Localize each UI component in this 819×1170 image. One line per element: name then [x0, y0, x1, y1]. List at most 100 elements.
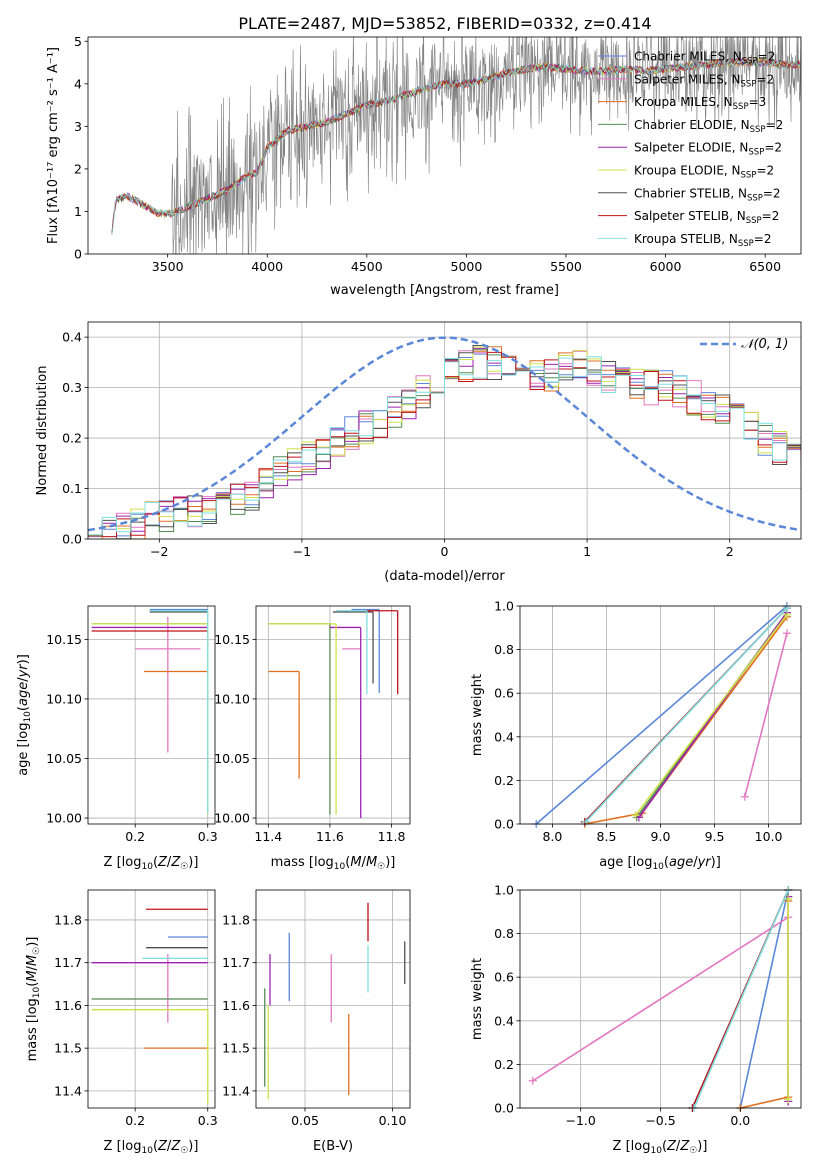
y-tick-label: 11.4 [54, 1083, 82, 1098]
weight-line [535, 605, 788, 825]
legend-label: Chabrier MILES, NSSP=2 [634, 50, 775, 67]
x-tick-label: 11.6 [316, 829, 344, 844]
y-tick-label: 0.6 [494, 686, 514, 701]
legend-label: Salpeter ELODIE, NSSP=2 [634, 141, 782, 158]
plot-frame [255, 889, 411, 1109]
frame-mass-vs-Z: 0.2 0.3 11.4 11.5 11.6 11.7 11.8 [54, 889, 218, 1128]
x-tick-label: 6500 [749, 259, 781, 274]
weight-point-marker [782, 629, 791, 638]
x-axis-label: mass [log10(M/M☉)] [271, 855, 396, 872]
x-tick-label: 1 [583, 544, 591, 559]
frame-age-vs-mass: 11.4 11.6 11.8 10.00 10.05 10.10 10.15 [214, 605, 411, 844]
y-axis-label: Normed distribution [35, 366, 50, 496]
y-tick-label: 11.7 [54, 955, 82, 970]
legend-label: Chabrier STELIB, NSSP=2 [634, 186, 781, 203]
frame-weight-vs-Z: −1.0 −0.5 0.0 0.0 0.2 0.4 0.6 0.8 1.0 [494, 883, 802, 1128]
y-tick-label: 11.5 [222, 1041, 250, 1056]
weight-point-marker [784, 894, 793, 903]
y-axis-label: mass weight [470, 958, 485, 1040]
y-tick-label: 0.3 [62, 380, 82, 395]
x-axis-label: Z [log10(Z/Z☉)] [104, 1139, 199, 1156]
errorbar-series [268, 608, 399, 819]
histogram-step [88, 356, 801, 536]
x-axis-label: (data-model)/error [384, 569, 505, 584]
weight-line [634, 614, 788, 816]
weight-line [744, 633, 788, 797]
y-tick-label: 4 [74, 76, 82, 91]
y-tick-label: 10.00 [214, 811, 250, 826]
y-tick-label: 11.4 [222, 1083, 250, 1098]
x-axis-label: Z [log10(Z/Z☉)] [104, 855, 199, 872]
y-tick-label: 11.6 [222, 998, 250, 1013]
weight-point-marker [782, 604, 791, 613]
x-axis-label: E(B-V) [313, 1139, 353, 1154]
y-tick-label: 10.15 [214, 632, 250, 647]
x-tick-label: 8.5 [597, 829, 617, 844]
y-tick-label: 0 [74, 247, 82, 262]
y-tick-label: 0.4 [494, 729, 514, 744]
y-tick-label: 0.6 [494, 970, 514, 985]
y-tick-label: 10.05 [214, 751, 250, 766]
legend-label: Salpeter STELIB, NSSP=2 [634, 209, 779, 226]
errorbar-series [91, 908, 209, 1104]
legend-label: Salpeter MILES, NSSP=2 [634, 72, 774, 89]
plot-frame [87, 36, 802, 255]
x-tick-label: 10.0 [755, 829, 783, 844]
x-tick-label: 0.3 [198, 829, 218, 844]
legend-label: Kroupa MILES, NSSP=3 [634, 95, 766, 112]
x-tick-label: 0 [441, 544, 449, 559]
x-axis-label: wavelength [Angstrom, rest frame] [330, 283, 559, 298]
plot-frame [255, 605, 411, 825]
x-tick-label: 5000 [451, 259, 483, 274]
y-axis-label: mass weight [470, 674, 485, 756]
frame-residuals: −2 −1 0 1 2 0.0 0.1 0.2 0.3 0.4 [62, 321, 802, 559]
spectrum-model-line [111, 57, 801, 235]
y-tick-label: 2 [74, 161, 82, 176]
frame-age-vs-Z: 0.2 0.3 10.00 10.05 10.10 10.15 [46, 605, 218, 844]
gaussian-reference-line [88, 336, 801, 532]
y-tick-label: 3 [74, 119, 82, 134]
x-tick-label: 9.0 [651, 829, 671, 844]
y-tick-label: 0.0 [62, 532, 82, 547]
y-tick-label: 10.10 [46, 691, 82, 706]
x-axis-label: Z [log10(Z/Z☉)] [613, 1139, 708, 1156]
x-tick-label: 0.0 [730, 1113, 750, 1128]
weight-point-marker [631, 811, 640, 820]
spectrum-legend: Chabrier MILES, NSSP=2 Salpeter MILES, NS… [598, 50, 783, 249]
x-tick-label: 0.05 [291, 1113, 319, 1128]
weight-point-marker [784, 1095, 793, 1104]
x-tick-label: 0.10 [379, 1113, 407, 1128]
y-tick-label: 11.6 [54, 998, 82, 1013]
x-tick-label: −0.5 [645, 1113, 675, 1128]
plot-frame [87, 605, 216, 825]
x-tick-label: 11.8 [378, 829, 406, 844]
y-tick-label: 11.8 [54, 912, 82, 927]
y-tick-label: 11.8 [222, 912, 250, 927]
weight-series [532, 602, 791, 828]
weight-point-marker [528, 1076, 537, 1085]
weight-line [585, 607, 788, 823]
y-tick-label: 0.0 [494, 817, 514, 832]
y-tick-label: 10.10 [214, 691, 250, 706]
y-tick-label: 10.00 [46, 811, 82, 826]
errorbar-series [264, 902, 406, 1100]
x-tick-label: 0.3 [198, 1113, 218, 1128]
frame-spectrum: 3500 4000 4500 5000 5500 6000 6500 0 1 2 3 4 5 [74, 34, 802, 274]
weight-line [532, 916, 789, 1082]
y-tick-label: 0.8 [494, 642, 514, 657]
y-tick-label: 1.0 [494, 883, 514, 898]
y-tick-label: 10.15 [46, 632, 82, 647]
x-tick-label: 11.4 [254, 829, 282, 844]
y-tick-label: 0.2 [494, 1057, 514, 1072]
figure-title: PLATE=2487, MJD=53852, FIBERID=0332, z=0… [238, 14, 651, 33]
frame-weight-vs-age: 8.0 8.5 9.0 9.5 10.0 0.0 0.2 0.4 0.6 0.8 1.0 [494, 599, 802, 844]
plot-frame [87, 889, 216, 1109]
x-tick-label: 0.2 [125, 829, 145, 844]
x-tick-label: 4500 [351, 259, 383, 274]
y-tick-label: 0.4 [62, 330, 82, 345]
weight-point-marker [740, 792, 749, 801]
x-tick-label: 9.5 [705, 829, 725, 844]
y-tick-label: 11.7 [222, 955, 250, 970]
spectrum-model-line [111, 58, 801, 235]
